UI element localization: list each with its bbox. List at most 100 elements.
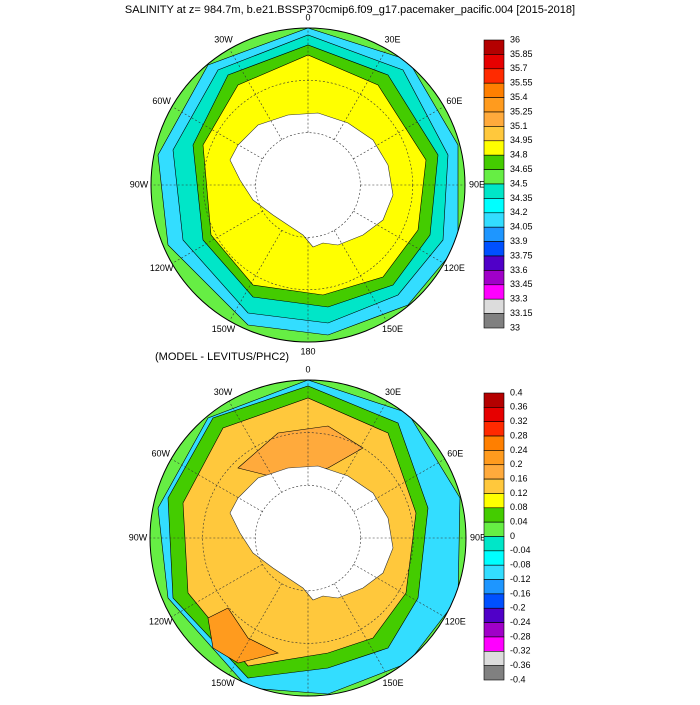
colorbar-box (483, 564, 505, 580)
longitude-label: 30E (384, 35, 400, 45)
map-border (150, 27, 466, 343)
colorbar-box (483, 82, 505, 98)
colorbar-label: 33.3 (510, 294, 528, 304)
colorbar-label: -0.16 (510, 588, 531, 598)
colorbar-label: -0.4 (510, 674, 526, 684)
meridian (334, 401, 388, 493)
colorbar-box (483, 111, 505, 127)
colorbar-label: -0.04 (510, 545, 531, 555)
colorbar-label: 35.4 (510, 92, 528, 102)
colorbar-box (483, 450, 505, 466)
longitude-label: 150E (382, 678, 403, 688)
meridian (171, 210, 263, 264)
colorbar-label: -0.24 (510, 617, 531, 627)
colorbar-label: 36 (510, 34, 520, 44)
meridian (229, 230, 283, 322)
colorbar-label: 35.1 (510, 121, 528, 131)
colorbar-label: 35.7 (510, 63, 528, 73)
colorbar-label: 33.9 (510, 236, 528, 246)
colorbar-label: -0.2 (510, 603, 526, 613)
colorbar-label: 0.16 (510, 473, 528, 483)
colorbar-box (483, 665, 505, 681)
colorbar-label: -0.12 (510, 574, 531, 584)
map (150, 380, 466, 696)
colorbar-box (483, 140, 505, 156)
colorbar-label: 33.6 (510, 265, 528, 275)
colorbar-label: 0.2 (510, 459, 523, 469)
colorbar-box (483, 126, 505, 142)
longitude-label: 150W (211, 678, 235, 688)
meridian (353, 458, 445, 512)
colorbar-label: 0.08 (510, 502, 528, 512)
colorbar-box (483, 421, 505, 437)
longitude-label: 30E (385, 387, 401, 397)
colorbar-label: 34.05 (510, 222, 533, 232)
longitude-label: 90E (469, 179, 485, 189)
colorbar-box (483, 39, 505, 55)
meridian (353, 210, 445, 264)
longitude-label: 120W (150, 263, 174, 273)
colorbar-label: 0.12 (510, 488, 528, 498)
longitude-label: 60E (446, 96, 462, 106)
antarctica (229, 112, 394, 248)
colorbar-box (483, 435, 505, 451)
longitude-label: 120E (445, 616, 466, 626)
colorbar-box (483, 407, 505, 423)
meridian (229, 48, 283, 140)
meridian (171, 106, 263, 160)
longitude-label: 180 (300, 346, 315, 356)
colorbar-box (483, 241, 505, 257)
colorbar-label: 34.35 (510, 193, 533, 203)
colorbar-box (483, 579, 505, 595)
colorbar-box (483, 198, 505, 214)
meridian (228, 583, 282, 675)
meridian (171, 458, 263, 512)
colorbar-label: 33 (510, 322, 520, 332)
colorbar-label: 0.28 (510, 430, 528, 440)
colorbar-label: 0.32 (510, 416, 528, 426)
colorbar-label: 34.2 (510, 207, 528, 217)
colorbar-label: 35.85 (510, 49, 533, 59)
colorbar-label: 0.04 (510, 517, 528, 527)
meridian (353, 564, 445, 618)
antarctica (229, 465, 394, 601)
colorbar-box (483, 212, 505, 228)
colorbar-box (483, 255, 505, 271)
colorbar-box (483, 298, 505, 314)
longitude-label: 30W (214, 387, 233, 397)
longitude-label: 150W (212, 324, 236, 334)
colorbar-label: -0.36 (510, 660, 531, 670)
colorbar-box (483, 507, 505, 523)
field-region (207, 607, 279, 664)
colorbar-box (483, 169, 505, 185)
colorbar-label: 33.45 (510, 279, 533, 289)
colorbar-box (483, 183, 505, 199)
colorbar-box (483, 536, 505, 552)
colorbar-box (483, 550, 505, 566)
colorbar-label: 34.5 (510, 178, 528, 188)
longitude-label: 90W (130, 179, 149, 189)
meridian (353, 106, 445, 160)
longitude-label: 30W (214, 35, 233, 45)
colorbar-label: 0.36 (510, 402, 528, 412)
longitude-label: 120E (444, 263, 465, 273)
colorbar-label: 34.95 (510, 135, 533, 145)
longitude-label: 60W (152, 448, 171, 458)
colorbar-box (483, 313, 505, 329)
longitude-label: 90W (129, 532, 148, 542)
colorbar-box (483, 284, 505, 300)
colorbar-label: 35.55 (510, 78, 533, 88)
meridian (171, 564, 263, 618)
longitude-label: 0 (305, 364, 310, 374)
colorbar-label: 34.65 (510, 164, 533, 174)
colorbar-box (483, 478, 505, 494)
colorbar-label: 0.4 (510, 387, 523, 397)
title: SALINITY at z= 984.7m, b.e21.BSSP370cmip… (125, 4, 575, 16)
map-border (149, 379, 467, 697)
colorbar-label: 33.75 (510, 250, 533, 260)
meridian (228, 401, 282, 493)
map (151, 28, 465, 342)
meridian (333, 230, 387, 322)
colorbar-box (483, 464, 505, 480)
